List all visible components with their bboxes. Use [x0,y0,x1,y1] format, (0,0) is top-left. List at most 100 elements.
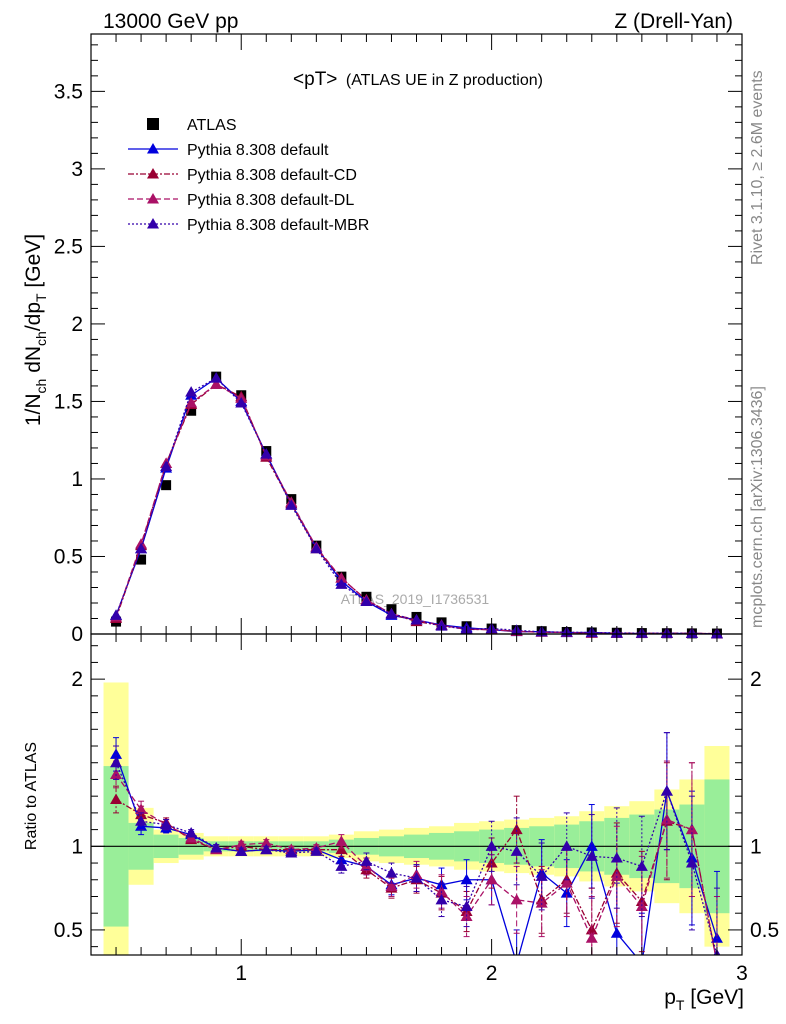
ratio-marker-dl [235,838,248,850]
ratio-marker-default [585,840,598,851]
ratio-marker-cd [711,957,723,968]
ratio-ytick-label-right: 0.5 [750,919,779,942]
plot-title-main: <pT> [293,69,337,90]
series-marker-mbr [160,460,173,472]
data-point [186,405,197,416]
ratio-marker-mbr [635,860,648,871]
xtick-label: 2 [486,962,498,985]
ratio-marker-mbr [210,842,223,853]
ratio-marker-dl [585,932,598,943]
ratio-marker-mbr [185,826,198,838]
series-marker-mbr [435,620,448,631]
main-ytick-label: 2 [71,313,83,336]
data-point [136,554,147,565]
ratio-marker-mbr [435,893,448,905]
ratio-marker-mbr [660,785,673,796]
legend-label-cd: Pythia 8.308 default-CD [187,167,357,184]
legend-label-default: Pythia 8.308 default [187,142,329,159]
ratio-bands [103,682,730,955]
series-marker-mbr [185,386,198,397]
ratio-marker-dl [560,877,573,888]
ratio-ytick-label: 0.5 [54,919,83,942]
ratio-marker-dl [535,897,548,908]
ratio-marker-dl [660,813,673,825]
ratio-marker-dl [335,835,348,846]
ratio-marker-mbr [585,850,598,861]
ratio-marker-mbr [535,870,548,881]
watermark: ATLAS_2019_I1736531 [341,591,490,607]
ratio-marker-dl [110,768,123,779]
series-marker-mbr [235,396,248,408]
rivet-label: Rivet 3.1.10, ≥ 2.6M events [749,70,766,265]
ratio-marker-mbr [335,860,348,871]
ratio-marker-mbr [610,852,623,863]
series-marker-mbr [385,607,398,619]
ratio-marker-default [610,927,623,938]
ratio-marker-mbr [410,872,423,883]
xlabel: pT [GeV] [664,986,744,1013]
series-marker-dl [210,378,223,389]
main-ytick-label: 1.5 [54,390,83,413]
series-marker-mbr [335,578,348,589]
main-ytick-label: 1 [71,468,83,491]
ratio-marker-dl [711,957,723,968]
main-ytick-label: 3.5 [54,80,83,103]
legend-marker-data [147,118,159,130]
ratio-marker-mbr [110,756,123,768]
main-ytick-label: 0 [71,623,83,646]
legend-marker-cd [147,168,159,179]
series-marker-mbr [410,614,423,625]
main-ytick-label: 3 [71,158,83,181]
main-ytick-label: 2.5 [54,235,83,258]
ratio-marker-mbr [310,845,323,856]
main-ylabel: 1/Nch dNch/dpT [GeV] [22,234,49,426]
ratio-marker-cd [335,843,348,855]
main-ytick-label: 0.5 [54,545,83,568]
header-right: Z (Drell-Yan) [614,10,733,33]
series-marker-mbr [260,448,273,459]
ratio-marker-default [460,873,473,885]
ratio-marker-dl [510,893,523,905]
ratio-marker-mbr [135,815,148,826]
ratio-marker-default [335,853,348,865]
series-marker-mbr [210,372,223,383]
ratio-marker-dl [435,885,448,896]
ratio-ytick-label-right: 1 [750,835,762,858]
xtick-label: 1 [235,962,247,985]
ratio-marker-mbr [360,855,373,866]
ratio-series [110,732,723,968]
ratio-ylabel: Ratio to ATLAS [23,742,40,850]
series-marker-mbr [310,542,323,554]
ratio-marker-mbr [160,818,173,830]
plot-title: <pT> (ATLAS UE in Z production) [293,69,543,90]
series-marker-mbr [135,542,148,554]
series-marker-mbr [110,609,123,620]
ratio-marker-default [636,957,648,968]
ratio-marker-mbr [235,845,248,856]
ratio-marker-mbr [560,840,573,851]
ratio-ytick-label-right: 2 [750,668,762,691]
series-marker-dl [185,396,198,408]
ratio-marker-mbr [460,900,473,912]
xtick-label: 3 [736,962,748,985]
ratio-marker-dl [135,803,148,815]
axes: 0 0.5 1 1.5 2 2.5 3 3.5 0.5 0.5 1 1 2 2 1 2 3 [54,33,779,985]
ratio-marker-default [511,957,523,968]
ratio-marker-dl [260,836,273,848]
ratio-marker-mbr [385,867,398,878]
legend-label-mbr: Pythia 8.308 default-MBR [187,217,369,234]
series-marker-mbr [360,595,373,606]
ratio-marker-mbr [685,857,698,868]
legend-label-data: ATLAS [187,117,237,134]
legend: ATLAS Pythia 8.308 default Pythia 8.308 de… [128,117,369,234]
ratio-ytick-label: 1 [71,835,83,858]
ratio-marker-dl [485,873,498,885]
ratio-marker-mbr [485,840,498,851]
ratio-marker-cd [110,793,123,805]
ratio-ytick-label: 2 [71,668,83,691]
ratio-marker-mbr [510,845,523,856]
legend-label-dl: Pythia 8.308 default-DL [187,192,354,209]
ratio-marker-mbr [260,843,273,855]
ratio-clip-group [110,732,723,968]
